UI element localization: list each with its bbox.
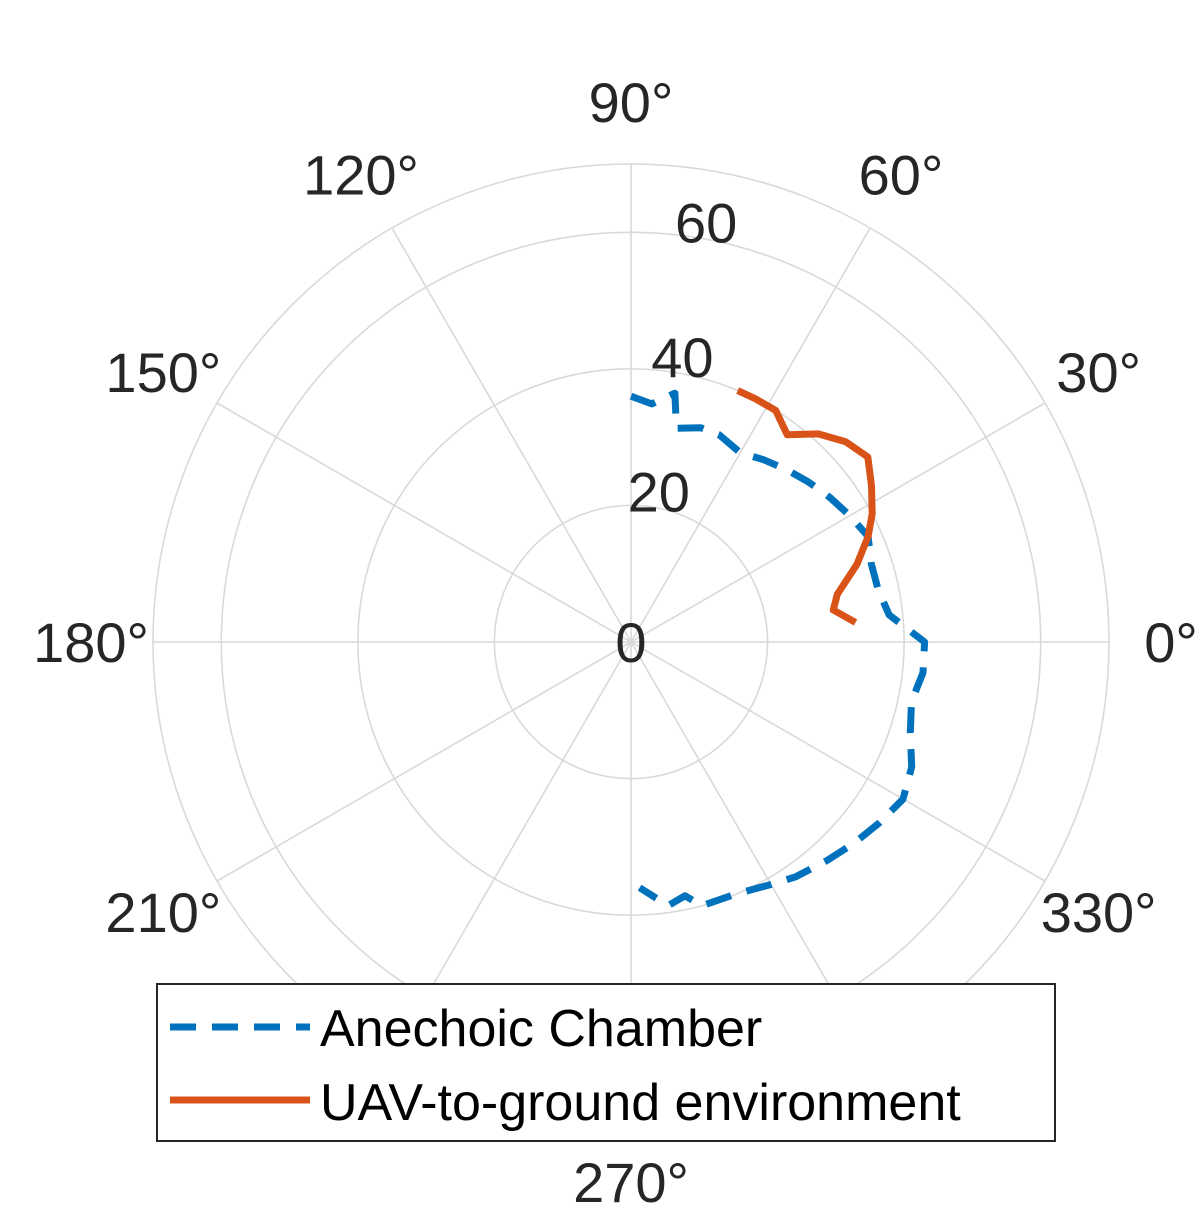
radial-tick-label: 40: [651, 326, 713, 389]
grid-spoke: [630, 641, 1046, 882]
angular-tick-label: 60°: [859, 143, 944, 206]
angular-tick-label: 120°: [303, 143, 419, 206]
angular-tick-label: 30°: [1056, 341, 1141, 404]
series-line-0: [629, 389, 929, 910]
legend-label-uav: UAV-to-ground environment: [320, 1074, 961, 1132]
series-line-1: [736, 387, 876, 626]
grid-spoke: [630, 227, 871, 643]
angular-tick-label: 90°: [589, 71, 674, 134]
grid-spoke: [630, 402, 1046, 643]
legend: Anechoic Chamber UAV-to-ground environme…: [156, 983, 1056, 1142]
legend-box: [156, 983, 1056, 1142]
angular-tick-label: 0°: [1144, 611, 1196, 674]
grid-spoke: [216, 402, 632, 643]
grid-spoke: [216, 641, 632, 882]
angular-tick-labels: 0° 30° 60° 90° 120° 150° 180° 210° 270° 330°: [33, 71, 1196, 1214]
angular-tick-label: 180°: [33, 611, 149, 674]
radial-tick-labels: 0 20 40 60: [615, 192, 737, 674]
angular-tick-label: 210°: [105, 881, 221, 944]
radial-tick-label: 60: [675, 192, 737, 255]
radial-tick-label: 0: [615, 611, 646, 674]
polar-series: [629, 387, 929, 910]
angular-tick-label: 330°: [1041, 881, 1157, 944]
radial-tick-label: 20: [628, 461, 690, 524]
angular-tick-label: 150°: [105, 341, 221, 404]
grid-spoke: [391, 227, 632, 643]
angular-tick-label: 270°: [573, 1151, 689, 1214]
legend-label-anechoic: Anechoic Chamber: [320, 1000, 762, 1058]
